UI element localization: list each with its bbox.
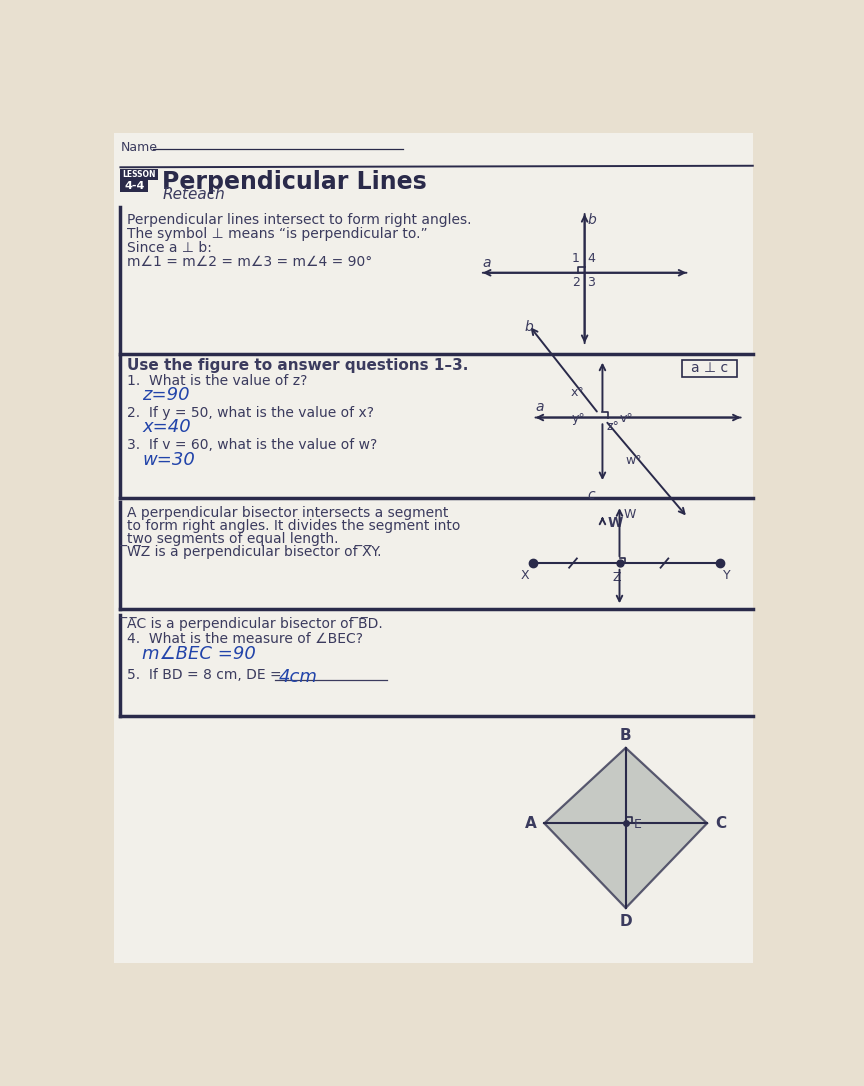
Text: Since a ⊥ b:: Since a ⊥ b:: [127, 241, 212, 255]
Text: 1: 1: [572, 252, 580, 265]
Text: Perpendicular lines intersect to form right angles.: Perpendicular lines intersect to form ri…: [127, 214, 471, 227]
Text: v°: v°: [619, 413, 633, 425]
Text: Perpendicular Lines: Perpendicular Lines: [162, 171, 427, 194]
Text: 4cm: 4cm: [278, 668, 317, 685]
Text: 2: 2: [572, 276, 580, 289]
Text: E: E: [633, 819, 641, 832]
Text: 3: 3: [587, 276, 594, 289]
Text: 2.  If y = 50, what is the value of x?: 2. If y = 50, what is the value of x?: [127, 406, 373, 420]
Text: Reteach: Reteach: [162, 187, 225, 202]
Text: C: C: [715, 816, 726, 831]
Text: B: B: [619, 729, 632, 743]
Text: 5.  If BD = 8 cm, DE =: 5. If BD = 8 cm, DE =: [127, 668, 286, 682]
Text: to form right angles. It divides the segment into: to form right angles. It divides the seg…: [127, 519, 460, 533]
Text: z°: z°: [607, 420, 619, 433]
Text: x=40: x=40: [142, 418, 191, 437]
Text: two segments of equal length.: two segments of equal length.: [127, 532, 338, 546]
Text: W: W: [607, 516, 622, 530]
Text: m∠BEC =90: m∠BEC =90: [142, 645, 256, 662]
Text: y°: y°: [572, 413, 586, 425]
Text: W: W: [623, 507, 636, 520]
Text: X: X: [520, 569, 529, 582]
Text: A perpendicular bisector intersects a segment: A perpendicular bisector intersects a se…: [127, 506, 448, 520]
Bar: [682, 359, 737, 377]
Text: z=90: z=90: [142, 386, 190, 404]
Text: 4: 4: [587, 252, 594, 265]
Text: w°: w°: [626, 454, 642, 467]
Bar: [120, 179, 149, 192]
Text: Use the figure to answer questions 1–3.: Use the figure to answer questions 1–3.: [127, 358, 468, 374]
Text: 4.  What is the measure of ∠BEC?: 4. What is the measure of ∠BEC?: [127, 632, 363, 646]
Bar: [120, 168, 157, 179]
Text: m∠1 = m∠2 = m∠3 = m∠4 = 90°: m∠1 = m∠2 = m∠3 = m∠4 = 90°: [127, 255, 372, 269]
Text: 3.  If v = 60, what is the value of w?: 3. If v = 60, what is the value of w?: [127, 439, 377, 453]
Text: a: a: [536, 401, 544, 415]
Text: a ⊥ c: a ⊥ c: [691, 362, 728, 376]
Text: D: D: [619, 914, 632, 930]
Text: 1.  What is the value of z?: 1. What is the value of z?: [127, 374, 307, 388]
Text: Name: Name: [120, 141, 157, 154]
Text: b: b: [524, 320, 533, 334]
Text: 4-4: 4-4: [124, 180, 144, 191]
Text: b: b: [588, 214, 596, 227]
Polygon shape: [544, 748, 707, 908]
Text: c: c: [587, 489, 594, 503]
Text: LESSON: LESSON: [122, 169, 156, 179]
Text: Z: Z: [613, 571, 620, 584]
Text: The symbol ⊥ means “is perpendicular to.”: The symbol ⊥ means “is perpendicular to.…: [127, 227, 427, 241]
Text: ̅W̅Z is a perpendicular bisector of ̅X̅Y.: ̅W̅Z is a perpendicular bisector of ̅X̅Y…: [127, 545, 381, 559]
Text: A: A: [524, 816, 537, 831]
Text: w=30: w=30: [142, 451, 195, 469]
Text: Y: Y: [723, 569, 731, 582]
Text: a: a: [482, 255, 491, 269]
Text: ̅A̅C is a perpendicular bisector of ̅B̅D.: ̅A̅C is a perpendicular bisector of ̅B̅D…: [127, 617, 383, 631]
Text: x°: x°: [571, 386, 585, 399]
